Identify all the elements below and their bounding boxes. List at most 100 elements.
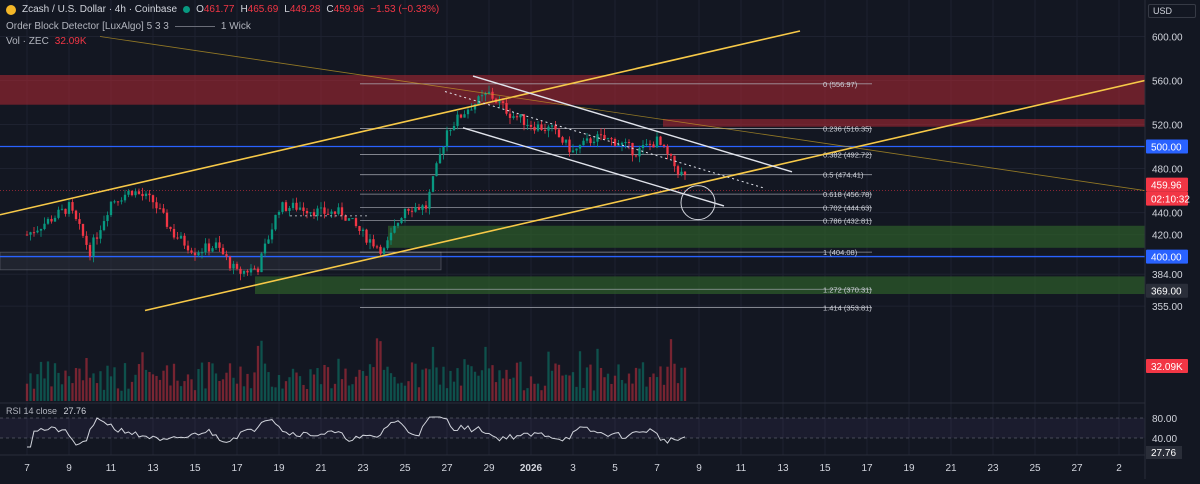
candle: [340, 207, 344, 216]
symbol-row[interactable]: Zcash / U.S. Dollar · 4h · Coinbase O461…: [6, 4, 439, 15]
indicator-row[interactable]: Order Block Detector [LuxAlgo] 5 3 3 1 W…: [6, 21, 251, 32]
candle: [305, 211, 309, 214]
time-tick: 7: [654, 463, 660, 474]
time-tick: 9: [696, 463, 702, 474]
price-tick: 355.00: [1152, 302, 1183, 313]
price-tick: 440.00: [1152, 209, 1183, 220]
volume-bar: [127, 388, 130, 401]
volume-bar: [368, 364, 372, 401]
demand-zone-upper: [388, 225, 1145, 248]
volume-bar: [263, 363, 267, 401]
volume-bar: [351, 384, 354, 401]
candle: [179, 235, 183, 239]
volume-bar: [221, 379, 225, 401]
candle: [253, 268, 256, 270]
volume-bar: [487, 368, 491, 401]
price-tick: 600.00: [1152, 32, 1183, 43]
candle: [109, 201, 113, 216]
fib-label: 1 (404.08): [823, 248, 858, 257]
volume-bar: [190, 379, 193, 401]
market-status-icon: [183, 6, 191, 13]
candle: [680, 171, 683, 175]
volume-bar: [361, 371, 365, 401]
candle: [379, 246, 382, 254]
price-tick: 560.00: [1152, 77, 1183, 88]
volume-bar: [435, 367, 438, 401]
demand-zone-lower: [255, 276, 1145, 295]
volume-bar: [456, 368, 459, 401]
volume-row[interactable]: Vol · ZEC 32.09K: [6, 36, 87, 47]
candle: [256, 268, 260, 273]
candle: [669, 153, 673, 156]
candle: [592, 141, 596, 144]
indicator-name[interactable]: Order Block Detector [LuxAlgo] 5 3 3: [6, 21, 169, 32]
candle: [148, 193, 151, 196]
volume-bar: [71, 383, 74, 401]
desc-midline: [444, 91, 766, 189]
candle: [627, 142, 631, 144]
candle: [298, 207, 302, 210]
candle: [326, 213, 330, 215]
candle: [141, 193, 144, 197]
candle: [333, 211, 337, 214]
volume-bar: [410, 362, 414, 401]
fib-label: 0.236 (516.35): [823, 125, 872, 134]
candle: [641, 144, 645, 149]
volume-bar: [582, 387, 585, 401]
volume-bar: [512, 377, 515, 401]
time-tick: 2: [1116, 463, 1122, 474]
fib-label: 0.382 (492.72): [823, 151, 872, 160]
candle: [274, 214, 277, 230]
volume-bar: [494, 382, 498, 401]
candle: [211, 248, 214, 252]
volume-bar: [508, 378, 512, 401]
candle: [673, 155, 676, 167]
volume-bar: [291, 368, 295, 401]
volume-bar: [382, 369, 386, 401]
candle: [372, 239, 375, 247]
volume-bar: [358, 369, 361, 401]
candle: [676, 166, 680, 175]
candle: [522, 114, 526, 125]
candle: [228, 256, 232, 269]
volume-bar: [288, 377, 291, 401]
time-tick: 29: [483, 463, 495, 474]
volume-bar: [550, 370, 554, 401]
fib-label: 0 (556.97): [823, 80, 858, 89]
candle: [165, 212, 169, 227]
volume-bar: [396, 383, 400, 401]
volume-label[interactable]: Vol · ZEC: [6, 36, 49, 47]
candle: [85, 235, 88, 245]
volume-bar: [340, 379, 344, 401]
volume-bar: [123, 363, 127, 401]
ohlc-open: O461.77: [196, 4, 235, 15]
currency-selector[interactable]: USD: [1148, 4, 1196, 18]
volume-bar: [214, 373, 218, 401]
price-badge: [1146, 191, 1188, 206]
candle: [43, 223, 46, 229]
chart-header: Zcash / U.S. Dollar · 4h · Coinbase O461…: [0, 0, 1145, 48]
volume-bar: [197, 369, 200, 401]
candle: [466, 109, 470, 115]
volume-bar: [337, 358, 340, 401]
candle: [645, 143, 648, 145]
volume-bar: [326, 367, 330, 401]
candle: [491, 91, 494, 99]
candle: [242, 270, 246, 274]
candle: [568, 139, 571, 153]
candle: [463, 114, 466, 118]
rsi-header[interactable]: RSI 14 close 27.76: [6, 406, 86, 416]
candle: [557, 129, 561, 138]
volume-bar: [522, 390, 526, 401]
volume-bar: [473, 371, 477, 401]
volume-bar: [207, 362, 211, 401]
desc-channel-upper-line: [472, 75, 793, 173]
volume-bar: [652, 373, 655, 401]
symbol-title[interactable]: Zcash / U.S. Dollar · 4h · Coinbase: [22, 4, 178, 15]
candle: [365, 229, 368, 243]
candle: [389, 232, 393, 241]
candle: [25, 234, 29, 236]
candle: [428, 191, 431, 209]
